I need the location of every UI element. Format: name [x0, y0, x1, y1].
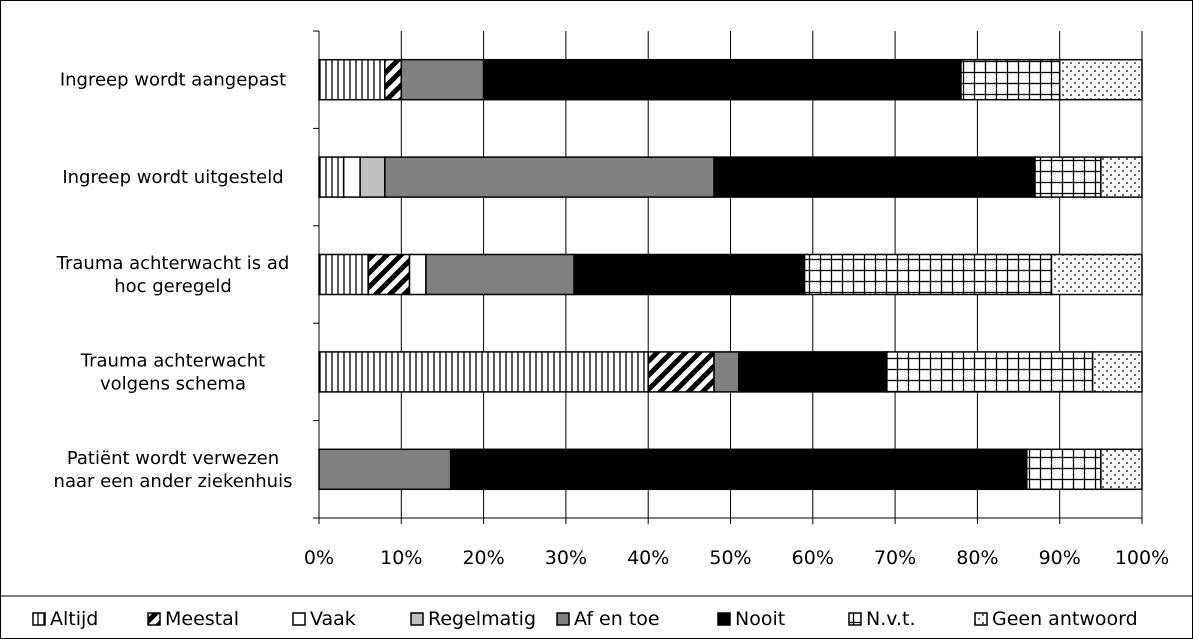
legend-item-regelmatig: Regelmatig	[410, 608, 536, 630]
category-label-line: naar een ander ziekenhuis	[54, 470, 293, 491]
x-tick-label: 0%	[304, 547, 334, 569]
bar-segment-altijd	[318, 156, 345, 198]
legend-swatch	[974, 612, 988, 626]
legend-swatch	[147, 612, 161, 626]
bar-segment-af-en-toe	[400, 58, 485, 101]
bar-segment-af-en-toe	[713, 351, 740, 393]
legend-label: Regelmatig	[428, 608, 536, 630]
legend-label: Altijd	[50, 608, 98, 630]
bar-segment-meestal	[647, 351, 715, 393]
legend-swatch	[556, 612, 570, 626]
x-tick-label: 40%	[627, 547, 669, 569]
legend-item-vaak: Vaak	[292, 608, 356, 630]
bar-segment-af-en-toe	[425, 253, 575, 296]
legend-label: Nooit	[735, 608, 785, 630]
legend-swatch	[292, 612, 306, 626]
bar-segment-n-v-t	[960, 58, 1061, 101]
x-tick-label: 20%	[462, 547, 504, 569]
x-tick-label: 100%	[1115, 547, 1169, 569]
bar-segment-regelmatig	[359, 156, 386, 198]
category-label-line: hoc geregeld	[114, 276, 232, 297]
legend-label: Geen antwoord	[992, 608, 1138, 630]
bar-segment-nooit	[449, 448, 1028, 491]
bar-segment-altijd	[318, 58, 386, 101]
legend-label: Af en toe	[574, 608, 660, 630]
x-tick-label: 90%	[1039, 547, 1081, 569]
bar-segment-nooit	[737, 351, 888, 393]
legend-item-altijd: Altijd	[32, 608, 98, 630]
x-tick-label: 50%	[709, 547, 751, 569]
category-label-line: Ingreep wordt aangepast	[60, 69, 286, 90]
legend-swatch	[717, 612, 731, 626]
legend-item-n-v-t: N.v.t.	[848, 608, 916, 630]
legend-swatch	[848, 612, 862, 626]
bar-segment-geen-antwoord	[1100, 156, 1143, 198]
bar-segment-n-v-t	[1026, 448, 1102, 491]
x-tick-label: 70%	[874, 547, 916, 569]
x-tick-label: 30%	[545, 547, 587, 569]
bar-segment-n-v-t	[803, 253, 1053, 296]
legend-item-nooit: Nooit	[717, 608, 785, 630]
bar-segment-geen-antwoord	[1058, 58, 1143, 101]
bar-segment-vaak	[408, 253, 427, 296]
bar-segment-af-en-toe	[384, 156, 715, 198]
category-label: Ingreep wordt aangepast	[60, 69, 286, 90]
bar-segment-vaak	[342, 156, 361, 198]
category-label-line: Ingreep wordt uitgesteld	[62, 167, 283, 188]
legend-swatch	[32, 612, 46, 626]
x-tick-label: 10%	[380, 547, 422, 569]
legend-item-af-en-toe: Af en toe	[556, 608, 660, 630]
category-label-line: volgens schema	[100, 373, 246, 394]
category-label-line: Trauma achterwacht	[80, 350, 265, 371]
x-tick-label: 80%	[956, 547, 998, 569]
bar-segment-n-v-t	[1034, 156, 1102, 198]
bar-segment-af-en-toe	[318, 448, 452, 491]
bar-segment-nooit	[482, 58, 962, 101]
bar-segment-geen-antwoord	[1091, 351, 1143, 393]
legend-item-meestal: Meestal	[147, 608, 239, 630]
bar-segment-nooit	[713, 156, 1036, 198]
bar-segment-meestal	[367, 253, 411, 296]
bar-segment-geen-antwoord	[1050, 253, 1143, 296]
x-tick-label: 60%	[792, 547, 834, 569]
legend-label: Vaak	[310, 608, 356, 630]
category-label: Trauma achterwacht volgens schema	[80, 350, 265, 394]
bar-segment-altijd	[318, 253, 370, 296]
bar-segment-n-v-t	[886, 351, 1094, 393]
bar-segment-geen-antwoord	[1100, 448, 1143, 491]
axes	[313, 30, 1143, 524]
category-label-line: Trauma achterwacht is ad	[56, 253, 290, 274]
category-label: Patiënt wordt verwezen naar een ander zie…	[54, 447, 293, 491]
bars	[318, 58, 1143, 491]
category-label-line: Patiënt wordt verwezen	[67, 447, 279, 468]
legend-label: Meestal	[165, 608, 239, 630]
bar-segment-meestal	[384, 58, 403, 101]
category-label: Trauma achterwacht is ad hoc geregeld	[56, 253, 290, 297]
legend-item-geen-antwoord: Geen antwoord	[974, 608, 1138, 630]
legend: Altijd Meestal Vaak Regelmatig Af en toe Nooi…	[1, 595, 1192, 630]
bar-segment-altijd	[318, 351, 649, 393]
category-label: Ingreep wordt uitgesteld	[62, 167, 283, 188]
legend-label: N.v.t.	[866, 608, 916, 630]
category-labels: Ingreep wordt aangepast Ingreep wordt uit…	[54, 69, 293, 491]
legend-swatch	[410, 612, 424, 626]
bar-segment-nooit	[573, 253, 806, 296]
x-tick-labels: 0% 10% 20% 30% 40% 50% 60% 70% 80% 90% 100%	[304, 547, 1169, 569]
